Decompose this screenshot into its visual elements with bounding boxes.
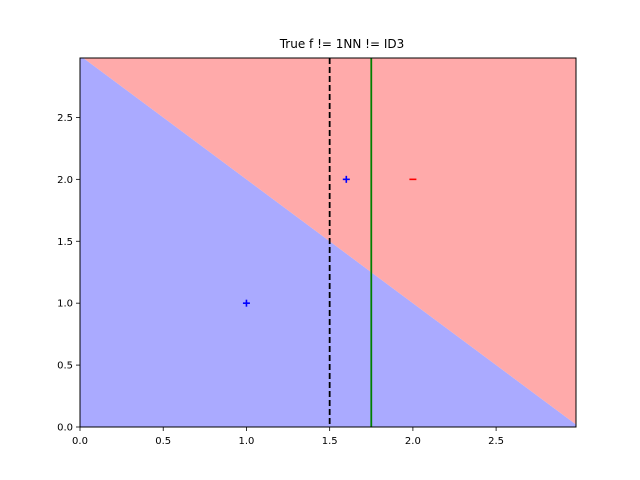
x-tick-label: 1.0 <box>238 436 254 447</box>
axes-frame <box>79 57 577 428</box>
y-tick-label: 1.5 <box>57 237 73 248</box>
plot-area <box>80 58 576 427</box>
data-points <box>242 175 417 307</box>
x-axis: 0.0 0.5 1.0 1.5 2.0 2.5 <box>72 427 504 447</box>
x-tick-label: 2.5 <box>488 436 504 447</box>
x-tick-label: 1.5 <box>322 436 338 447</box>
x-tick-label: 2.0 <box>405 436 421 447</box>
x-tick-label: 0.5 <box>155 436 171 447</box>
chart-title: True f != 1NN != ID3 <box>279 37 405 51</box>
data-point-plus <box>342 175 350 183</box>
y-tick-label: 0.5 <box>57 361 73 372</box>
x-tick-label: 0.0 <box>72 436 88 447</box>
data-point-plus <box>242 299 250 307</box>
region-positive <box>80 58 576 427</box>
decision-lines <box>328 58 373 427</box>
y-axis: 0.0 0.5 1.0 1.5 2.0 2.5 <box>57 113 80 434</box>
y-tick-label: 1.0 <box>57 299 73 310</box>
y-tick-label: 0.0 <box>57 423 73 434</box>
y-tick-label: 2.5 <box>57 113 73 124</box>
y-tick-label: 2.0 <box>57 175 73 186</box>
